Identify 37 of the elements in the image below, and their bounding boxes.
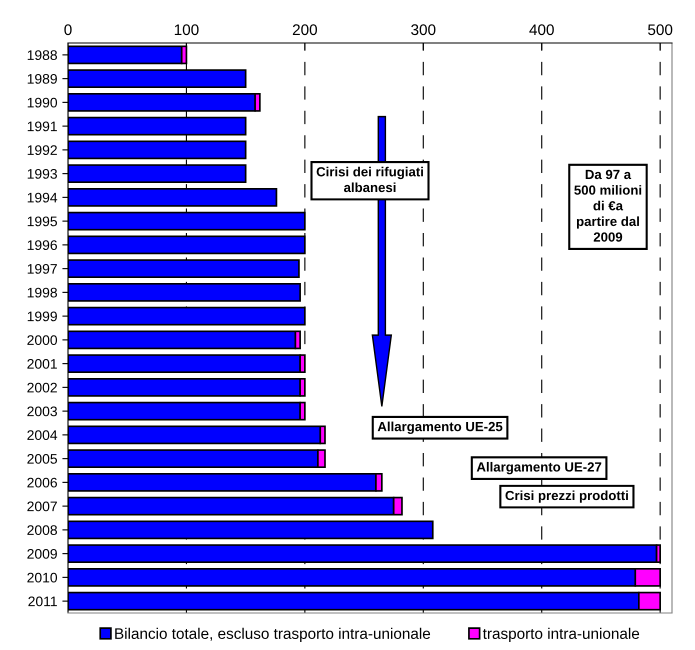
y-tick-label: 2009 xyxy=(27,548,57,559)
y-tick-label: 2007 xyxy=(27,501,57,512)
legend-label: Bilancio totale, escluso trasporto intra-unionale xyxy=(115,628,430,642)
y-tick-label: 1991 xyxy=(28,121,57,132)
x-tick-label: 400 xyxy=(529,24,554,36)
annotation: Allargamento UE-25 xyxy=(378,422,502,434)
x-tick-label: 100 xyxy=(174,24,199,36)
y-tick-label: 1995 xyxy=(28,216,58,226)
annotation: Cirisi dei rifugiati albanesi xyxy=(316,166,423,192)
x-tick-label: 500 xyxy=(648,24,672,36)
y-tick-label: 2003 xyxy=(27,406,57,416)
y-tick-label: 1996 xyxy=(28,240,57,250)
y-tick-label: 2000 xyxy=(27,335,58,346)
y-tick-label: 1989 xyxy=(28,74,57,84)
y-tick-label: 2004 xyxy=(27,430,58,440)
x-tick-label: 300 xyxy=(411,24,436,36)
y-tick-label: 2010 xyxy=(27,572,58,583)
y-tick-label: 1994 xyxy=(28,192,58,203)
legend-label: trasporto intra-unionale xyxy=(482,628,640,642)
x-tick-label: 0 xyxy=(64,24,72,36)
y-tick-label: 2002 xyxy=(27,382,57,393)
y-tick-label: 2008 xyxy=(27,525,57,536)
annotation: Da 97 a 500 milioni di €a partire dal 2009 xyxy=(574,170,642,242)
y-tick-label: 1992 xyxy=(28,145,57,156)
y-tick-label: 1993 xyxy=(28,168,57,179)
y-tick-label: 2001 xyxy=(27,358,57,369)
y-tick-label: 2006 xyxy=(27,478,57,488)
y-tick-label: 1999 xyxy=(28,311,57,322)
y-tick-label: 1988 xyxy=(28,50,57,60)
y-tick-label: 2011 xyxy=(28,596,57,606)
y-tick-label: 1990 xyxy=(28,98,58,108)
y-tick-label: 1998 xyxy=(28,288,57,298)
x-tick-label: 200 xyxy=(292,24,318,36)
annotation: Allargamento UE-27 xyxy=(476,462,602,474)
annotation: Crisi prezzi prodotti xyxy=(506,490,628,503)
y-tick-label: 1997 xyxy=(28,264,57,274)
y-tick-label: 2005 xyxy=(27,454,58,464)
